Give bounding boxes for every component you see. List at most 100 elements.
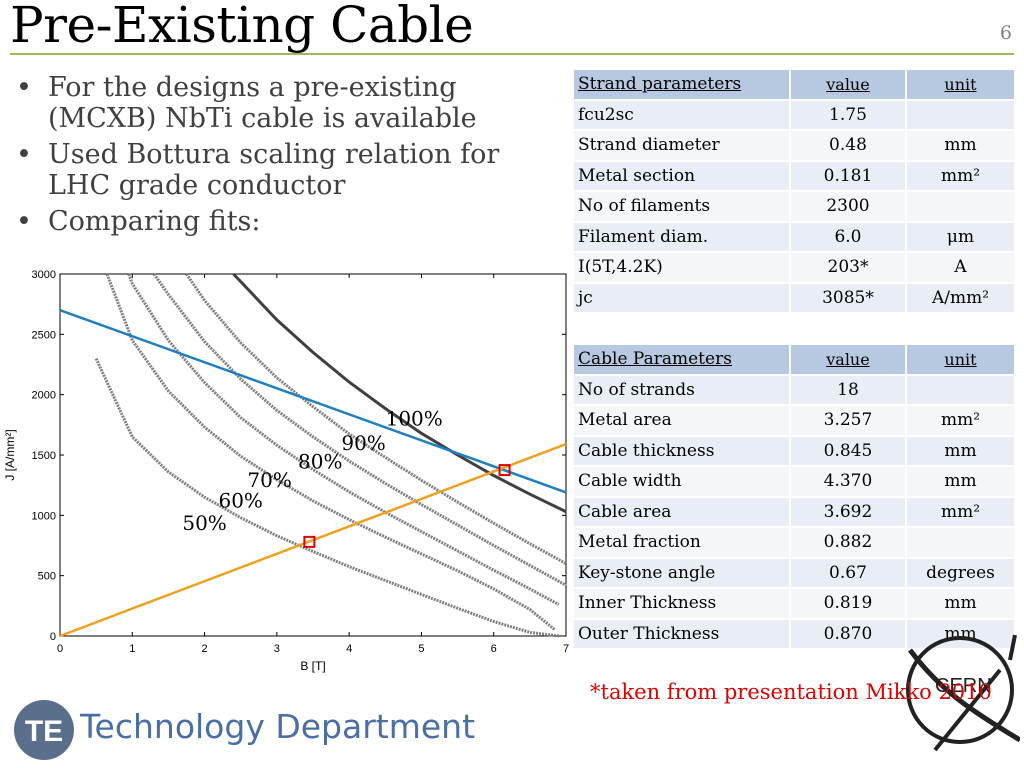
table-header-row: Strand parameters value unit: [574, 70, 1014, 99]
bullet-text: For the designs a pre-existing (MCXB) Nb…: [48, 72, 477, 134]
param-value: 0.48: [790, 131, 906, 160]
header-cell: unit: [907, 345, 1014, 374]
param-value: 1.75: [790, 100, 906, 129]
param-value: 18: [790, 375, 906, 404]
param-name: No of filaments: [574, 192, 789, 221]
markers: [303, 464, 511, 548]
table-row: jc 3085* A/mm²: [574, 283, 1014, 312]
header-cell: unit: [907, 70, 1014, 99]
curves: [59, 272, 567, 638]
param-name: No of strands: [574, 375, 789, 404]
x-axis-label: B [T]: [300, 659, 325, 673]
param-value: 3.692: [790, 497, 906, 526]
param-name: jc: [574, 283, 789, 312]
param-unit: mm²: [907, 406, 1014, 435]
param-name: Metal area: [574, 406, 789, 435]
x-tick-label: 5: [418, 643, 424, 655]
table-row: Cable width 4.370 mm: [574, 467, 1014, 496]
bullet-item: • Used Bottura scaling relation for LHC g…: [16, 139, 500, 201]
param-unit: mm: [907, 589, 1014, 618]
table-header-row: Cable Parameters value unit: [574, 345, 1014, 374]
curve-label: 100%: [386, 406, 443, 430]
jc-scaling-chart: 0 1 2 3 4 5 6 7 0 500 1000 1500 2000 2500 3000 100%90%…: [3, 269, 570, 673]
header-cell: value: [790, 345, 906, 374]
curve-label: 80%: [298, 449, 342, 473]
te-logo: TE: [14, 700, 74, 760]
series-line-load-line: [59, 442, 567, 638]
param-name: fcu2sc: [574, 100, 789, 129]
param-unit: mm²: [907, 497, 1014, 526]
series-line-60-: [105, 273, 557, 632]
param-value: 0.181: [790, 161, 906, 190]
param-name: Cable width: [574, 467, 789, 496]
x-tick-label: 7: [563, 643, 569, 655]
param-unit: mm²: [907, 161, 1014, 190]
param-name: Strand diameter: [574, 131, 789, 160]
bullet-item: • For the designs a pre-existing (MCXB) N…: [16, 72, 477, 134]
bullet-list: • For the designs a pre-existing (MCXB) N…: [8, 72, 568, 242]
param-value: 0.870: [790, 619, 906, 648]
y-tick-label: 1500: [32, 450, 56, 462]
table-row: Metal section 0.181 mm²: [574, 161, 1014, 190]
table-row: Cable thickness 0.845 mm: [574, 436, 1014, 465]
param-value: 0.845: [790, 436, 906, 465]
bullet-item: • Comparing fits:: [16, 206, 261, 237]
param-value: 0.882: [790, 528, 906, 557]
param-unit: mm: [907, 436, 1014, 465]
param-unit: [907, 100, 1014, 129]
table-row: Filament diam. 6.0 μm: [574, 222, 1014, 251]
param-name: Filament diam.: [574, 222, 789, 251]
department-name: Technology Department: [80, 707, 476, 746]
param-unit: mm: [907, 131, 1014, 160]
y-tick-label: 3000: [32, 269, 56, 281]
table-row: Key-stone angle 0.67 degrees: [574, 558, 1014, 587]
param-name: I(5T,4.2K): [574, 253, 789, 282]
param-value: 4.370: [790, 467, 906, 496]
cable-parameters-table: Cable Parameters value unit No of strand…: [572, 343, 1016, 650]
param-name: Metal fraction: [574, 528, 789, 557]
curve-label: 50%: [182, 511, 226, 535]
y-axis-label: J [A/mm²]: [3, 429, 17, 480]
axes: 0 1 2 3 4 5 6 7 0 500 1000 1500 2000 2500 3000: [32, 269, 570, 655]
header-cell: Strand parameters: [574, 70, 789, 99]
series-line-70-: [127, 273, 560, 606]
intersection-marker: [303, 535, 316, 548]
curve-labels: 100%90%80% 70%60%50%: [182, 406, 442, 534]
table-row: Strand diameter 0.48 mm: [574, 131, 1014, 160]
intersection-marker: [498, 464, 511, 477]
param-name: Cable area: [574, 497, 789, 526]
param-name: Outer Thickness: [574, 619, 789, 648]
table-row: No of filaments 2300: [574, 192, 1014, 221]
cern-logo: CERN: [906, 634, 1020, 752]
y-tick-label: 2000: [32, 390, 56, 402]
table-row: No of strands 18: [574, 375, 1014, 404]
strand-parameters-table: Strand parameters value unit fcu2sc 1.75 …: [572, 68, 1016, 314]
table-row: Inner Thickness 0.819 mm: [574, 589, 1014, 618]
param-name: Cable thickness: [574, 436, 789, 465]
param-unit: [907, 528, 1014, 557]
y-tick-label: 2500: [32, 329, 56, 341]
param-unit: mm: [907, 467, 1014, 496]
slide-title: Pre-Existing Cable: [10, 0, 474, 54]
plot-area: [59, 273, 567, 637]
param-value: 0.819: [790, 589, 906, 618]
y-tick-label: 1000: [32, 510, 56, 522]
series-line-100-: [232, 272, 567, 514]
series-line-50-: [94, 357, 559, 638]
param-name: Key-stone angle: [574, 558, 789, 587]
svg-text:CERN: CERN: [935, 675, 992, 697]
header-cell: Cable Parameters: [574, 345, 789, 374]
param-value: 2300: [790, 192, 906, 221]
x-tick-label: 1: [129, 643, 135, 655]
table-row: Metal area 3.257 mm²: [574, 406, 1014, 435]
svg-text:TE: TE: [25, 715, 63, 748]
x-tick-label: 2: [202, 643, 208, 655]
bullet-text: Comparing fits:: [48, 206, 261, 237]
param-value: 0.67: [790, 558, 906, 587]
table-row: Cable area 3.692 mm²: [574, 497, 1014, 526]
param-name: Metal section: [574, 161, 789, 190]
title-divider: [10, 53, 1014, 55]
param-value: 3.257: [790, 406, 906, 435]
table-row: Metal fraction 0.882: [574, 528, 1014, 557]
param-unit: μm: [907, 222, 1014, 251]
